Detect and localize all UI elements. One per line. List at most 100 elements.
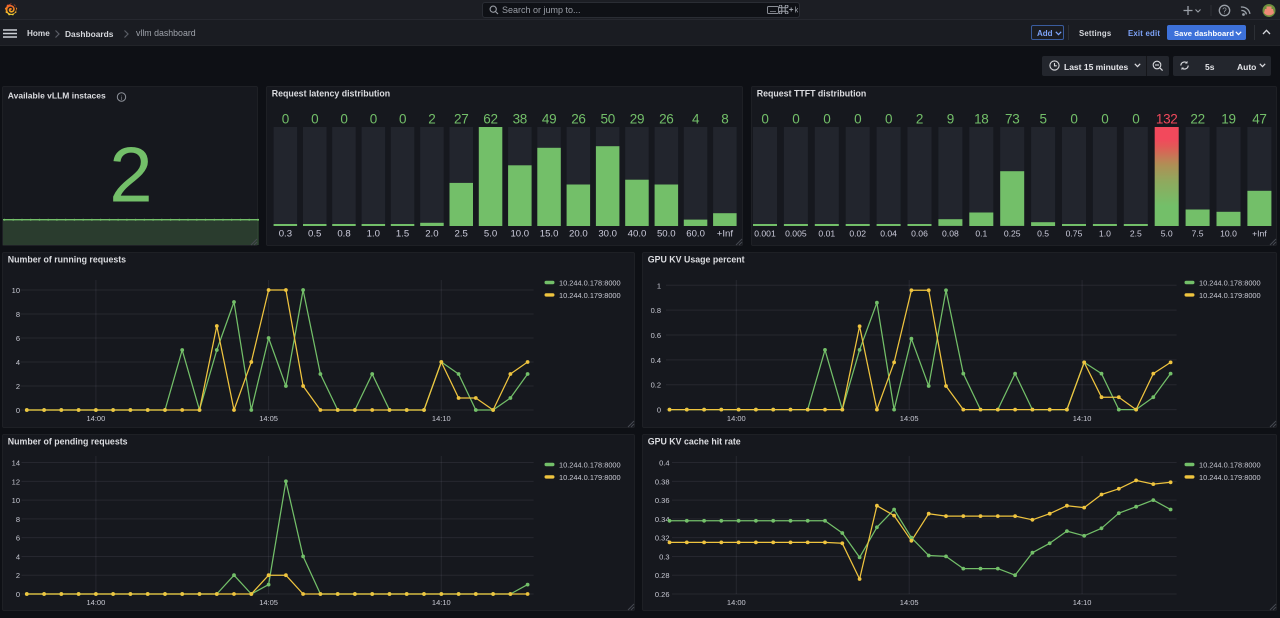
svg-text:10.244.0.178:8000: 10.244.0.178:8000: [559, 460, 621, 469]
svg-text:GPU KV Usage percent: GPU KV Usage percent: [648, 254, 745, 264]
svg-text:0.005: 0.005: [785, 229, 807, 239]
svg-text:50.0: 50.0: [657, 229, 676, 240]
svg-text:0.28: 0.28: [655, 571, 670, 580]
svg-text:2: 2: [916, 112, 923, 127]
svg-text:0.6: 0.6: [651, 331, 661, 340]
svg-text:5: 5: [1039, 112, 1046, 127]
svg-text:0: 0: [761, 112, 768, 127]
svg-text:10.0: 10.0: [510, 229, 529, 240]
svg-text:2: 2: [16, 571, 20, 580]
svg-text:8: 8: [721, 112, 728, 127]
svg-text:10: 10: [12, 496, 20, 505]
svg-text:4: 4: [16, 552, 20, 561]
svg-text:8: 8: [16, 310, 20, 319]
svg-text:0: 0: [16, 406, 20, 415]
svg-text:0.02: 0.02: [849, 229, 866, 239]
svg-text:6: 6: [16, 534, 20, 543]
svg-text:0.001: 0.001: [754, 229, 776, 239]
svg-text:10.244.0.178:8000: 10.244.0.178:8000: [1199, 278, 1261, 287]
svg-text:0.06: 0.06: [911, 229, 928, 239]
svg-text:60.0: 60.0: [686, 229, 705, 240]
svg-text:5.0: 5.0: [484, 229, 497, 240]
svg-text:1: 1: [657, 281, 661, 290]
svg-text:0.26: 0.26: [655, 590, 670, 599]
svg-text:0.75: 0.75: [1066, 229, 1083, 239]
svg-text:Available vLLM instaces: Available vLLM instaces: [8, 91, 106, 101]
svg-text:14:00: 14:00: [727, 598, 746, 607]
svg-text:5.0: 5.0: [1161, 229, 1173, 239]
svg-text:0.5: 0.5: [308, 229, 321, 240]
svg-text:1.0: 1.0: [1099, 229, 1111, 239]
svg-text:2.5: 2.5: [1130, 229, 1142, 239]
svg-text:14:05: 14:05: [259, 414, 278, 423]
svg-text:4: 4: [692, 112, 700, 127]
svg-text:0.34: 0.34: [655, 515, 670, 524]
svg-text:0.2: 0.2: [651, 381, 661, 390]
svg-text:0: 0: [16, 590, 20, 599]
svg-text:6: 6: [16, 334, 20, 343]
svg-text:0: 0: [854, 112, 861, 127]
svg-text:62: 62: [483, 112, 497, 127]
svg-text:14:05: 14:05: [259, 598, 278, 607]
svg-text:7.5: 7.5: [1192, 229, 1204, 239]
svg-text:10.244.0.179:8000: 10.244.0.179:8000: [1199, 291, 1261, 300]
svg-text:10.244.0.178:8000: 10.244.0.178:8000: [1199, 460, 1261, 469]
svg-text:4: 4: [16, 358, 20, 367]
svg-text:0: 0: [282, 112, 289, 127]
svg-text:2: 2: [16, 382, 20, 391]
svg-text:0: 0: [657, 406, 661, 415]
svg-text:0: 0: [885, 112, 892, 127]
svg-text:0.25: 0.25: [1004, 229, 1021, 239]
svg-text:27: 27: [454, 112, 468, 127]
svg-text:10.244.0.179:8000: 10.244.0.179:8000: [1199, 473, 1261, 482]
svg-text:+Inf: +Inf: [1252, 229, 1267, 239]
svg-text:0.4: 0.4: [659, 459, 669, 468]
svg-text:0.08: 0.08: [942, 229, 959, 239]
svg-text:29: 29: [630, 112, 644, 127]
svg-text:12: 12: [12, 477, 20, 486]
svg-text:38: 38: [513, 112, 527, 127]
svg-text:2: 2: [109, 131, 152, 219]
svg-text:0.8: 0.8: [651, 306, 661, 315]
svg-text:2: 2: [428, 112, 435, 127]
svg-text:0: 0: [823, 112, 830, 127]
svg-text:0.36: 0.36: [655, 496, 670, 505]
svg-text:Number of running requests: Number of running requests: [8, 254, 126, 264]
svg-text:8: 8: [16, 515, 20, 524]
svg-text:10: 10: [12, 286, 20, 295]
svg-text:40.0: 40.0: [628, 229, 647, 240]
svg-text:47: 47: [1252, 112, 1266, 127]
svg-text:1.0: 1.0: [367, 229, 380, 240]
svg-text:0.04: 0.04: [880, 229, 897, 239]
svg-text:0: 0: [370, 112, 377, 127]
svg-text:0: 0: [340, 112, 347, 127]
svg-text:14:10: 14:10: [432, 598, 451, 607]
svg-text:0: 0: [1070, 112, 1077, 127]
svg-text:0.01: 0.01: [818, 229, 835, 239]
svg-text:14:00: 14:00: [87, 598, 106, 607]
svg-text:19: 19: [1221, 112, 1235, 127]
svg-text:30.0: 30.0: [598, 229, 617, 240]
svg-text:0.3: 0.3: [279, 229, 292, 240]
svg-text:14:10: 14:10: [1073, 598, 1092, 607]
svg-text:?: ?: [1222, 7, 1227, 16]
svg-text:18: 18: [974, 112, 988, 127]
svg-text:0.4: 0.4: [651, 356, 661, 365]
svg-text:73: 73: [1005, 112, 1019, 127]
svg-text:1.5: 1.5: [396, 229, 409, 240]
svg-text:+Inf: +Inf: [717, 229, 734, 240]
svg-text:20.0: 20.0: [569, 229, 588, 240]
svg-text:26: 26: [571, 112, 585, 127]
svg-text:i: i: [121, 95, 122, 102]
svg-text:14:10: 14:10: [1073, 414, 1092, 423]
svg-text:2.0: 2.0: [425, 229, 438, 240]
svg-text:14: 14: [12, 459, 20, 468]
svg-text:0.38: 0.38: [655, 477, 670, 486]
svg-text:22: 22: [1190, 112, 1204, 127]
svg-text:50: 50: [600, 112, 614, 127]
svg-text:Number of pending requests: Number of pending requests: [8, 436, 128, 446]
svg-text:0: 0: [1132, 112, 1139, 127]
svg-text:14:00: 14:00: [87, 414, 106, 423]
svg-text:0.1: 0.1: [975, 229, 987, 239]
svg-text:0: 0: [1101, 112, 1108, 127]
